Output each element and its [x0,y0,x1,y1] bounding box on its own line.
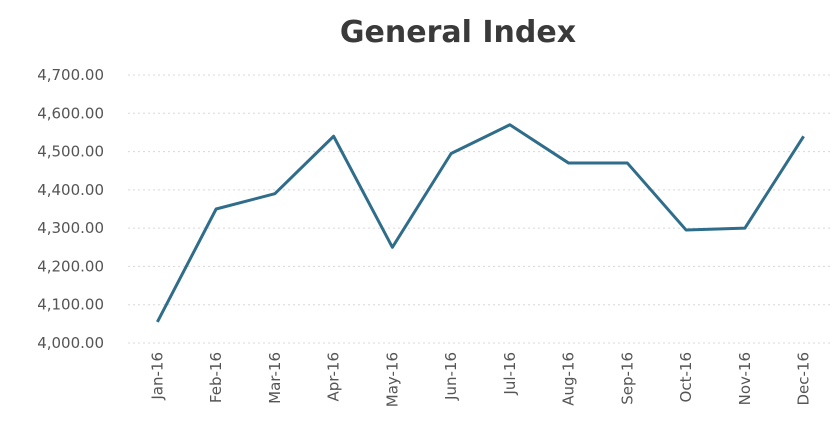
x-tick-label: Dec-16 [795,352,813,406]
y-tick-label: 4,200.00 [37,257,104,275]
y-tick-label: 4,000.00 [37,334,104,352]
x-tick-label: Nov-16 [736,352,754,405]
x-tick-label: May-16 [383,352,401,407]
x-tick-label: Mar-16 [266,352,284,404]
y-tick-label: 4,600.00 [37,104,104,122]
chart-title: General Index [340,15,576,50]
x-tick-label: Jan-16 [148,352,166,401]
x-tick-label: Aug-16 [560,352,578,406]
x-tick-label: Oct-16 [677,352,695,402]
x-tick-label: Jun-16 [442,352,460,401]
x-tick-label: Feb-16 [207,352,225,403]
y-tick-label: 4,700.00 [37,66,104,84]
y-tick-label: 4,300.00 [37,219,104,237]
y-tick-label: 4,100.00 [37,296,104,314]
x-tick-label: Apr-16 [325,352,343,402]
y-tick-label: 4,400.00 [37,181,104,199]
x-tick-label: Sep-16 [618,352,636,405]
line [156,123,805,323]
x-tick-label: Jul-16 [501,352,519,396]
y-tick-label: 4,500.00 [37,143,104,161]
